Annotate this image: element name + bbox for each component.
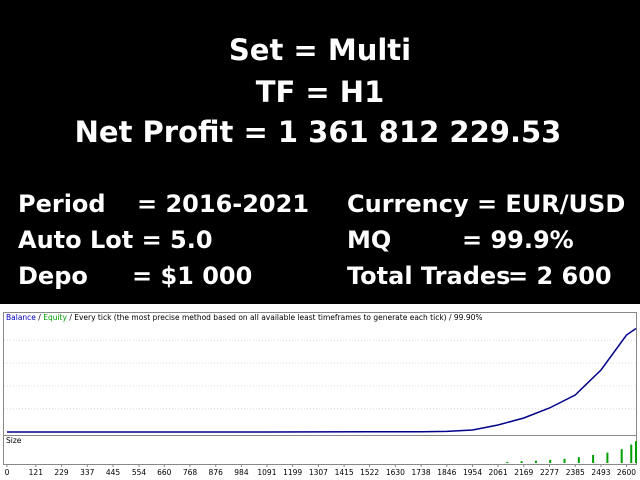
stat-label: Auto Lot = 5.0 <box>18 226 213 254</box>
stat-label: MQ <box>347 226 391 254</box>
chart-frame <box>3 312 637 465</box>
x-tick-label: 0 <box>5 468 10 477</box>
x-tick-label: 2600 <box>617 468 636 477</box>
legend: Balance / Equity / Every tick (the most … <box>6 313 483 322</box>
x-tick-label: 445 <box>106 468 121 477</box>
stat-label: Depo <box>18 262 88 290</box>
size-bar <box>563 458 566 463</box>
size-bar <box>606 452 609 463</box>
x-tick-label: 1091 <box>257 468 276 477</box>
x-tick-label: 1415 <box>335 468 354 477</box>
x-tick-label: 2061 <box>489 468 508 477</box>
size-bar <box>630 444 633 463</box>
size-bar <box>549 459 552 463</box>
x-tick-label: 660 <box>157 468 172 477</box>
stat-value: = $1 000 <box>132 262 252 290</box>
x-tick-label: 1738 <box>412 468 431 477</box>
stat-label: Total Trades <box>347 262 510 290</box>
set-line: Set = Multi <box>229 33 411 67</box>
x-tick-label: 1954 <box>463 468 482 477</box>
x-tick-label: 2277 <box>540 468 559 477</box>
x-tick-label: 2169 <box>514 468 533 477</box>
x-tick-label: 554 <box>132 468 147 477</box>
x-tick-label: 1522 <box>360 468 379 477</box>
size-bar <box>520 461 523 463</box>
legend-item: / Every tick (the most precise method ba… <box>67 313 454 322</box>
size-bar <box>506 461 509 463</box>
x-tick-label: 121 <box>29 468 44 477</box>
panel-title: Size <box>6 436 22 445</box>
x-tick-label: 1307 <box>309 468 328 477</box>
net-profit: Net Profit = 1 361 812 229.53 <box>75 115 562 149</box>
legend-item: Equity <box>43 313 67 322</box>
legend-item: Balance <box>6 313 36 322</box>
x-tick-label: 2493 <box>591 468 610 477</box>
legend-item: / <box>36 313 43 322</box>
stat-value: = 2 600 <box>508 262 612 290</box>
x-tick-label: 1846 <box>437 468 456 477</box>
size-bar <box>635 441 637 463</box>
x-tick-label: 2385 <box>566 468 585 477</box>
size-bar <box>620 449 623 463</box>
stat-value: = 99.9% <box>462 226 574 254</box>
x-tick-label: 876 <box>209 468 224 477</box>
balance-line <box>7 327 637 433</box>
stat-label: Period <box>18 190 106 218</box>
x-tick-label: 1630 <box>386 468 405 477</box>
stat-label: Currency = EUR/USD <box>347 190 625 218</box>
tf-line: TF = H1 <box>256 75 385 109</box>
x-tick-label: 337 <box>80 468 95 477</box>
x-tick-label: 1199 <box>283 468 302 477</box>
x-tick-label: 229 <box>54 468 69 477</box>
size-bar <box>592 454 595 463</box>
legend-item: 99.90% <box>454 313 483 322</box>
size-bar <box>534 460 537 463</box>
size-bar <box>577 457 580 463</box>
stat-value: = 2016-2021 <box>137 190 309 218</box>
x-tick-label: 768 <box>183 468 198 477</box>
x-tick-label: 984 <box>234 468 249 477</box>
